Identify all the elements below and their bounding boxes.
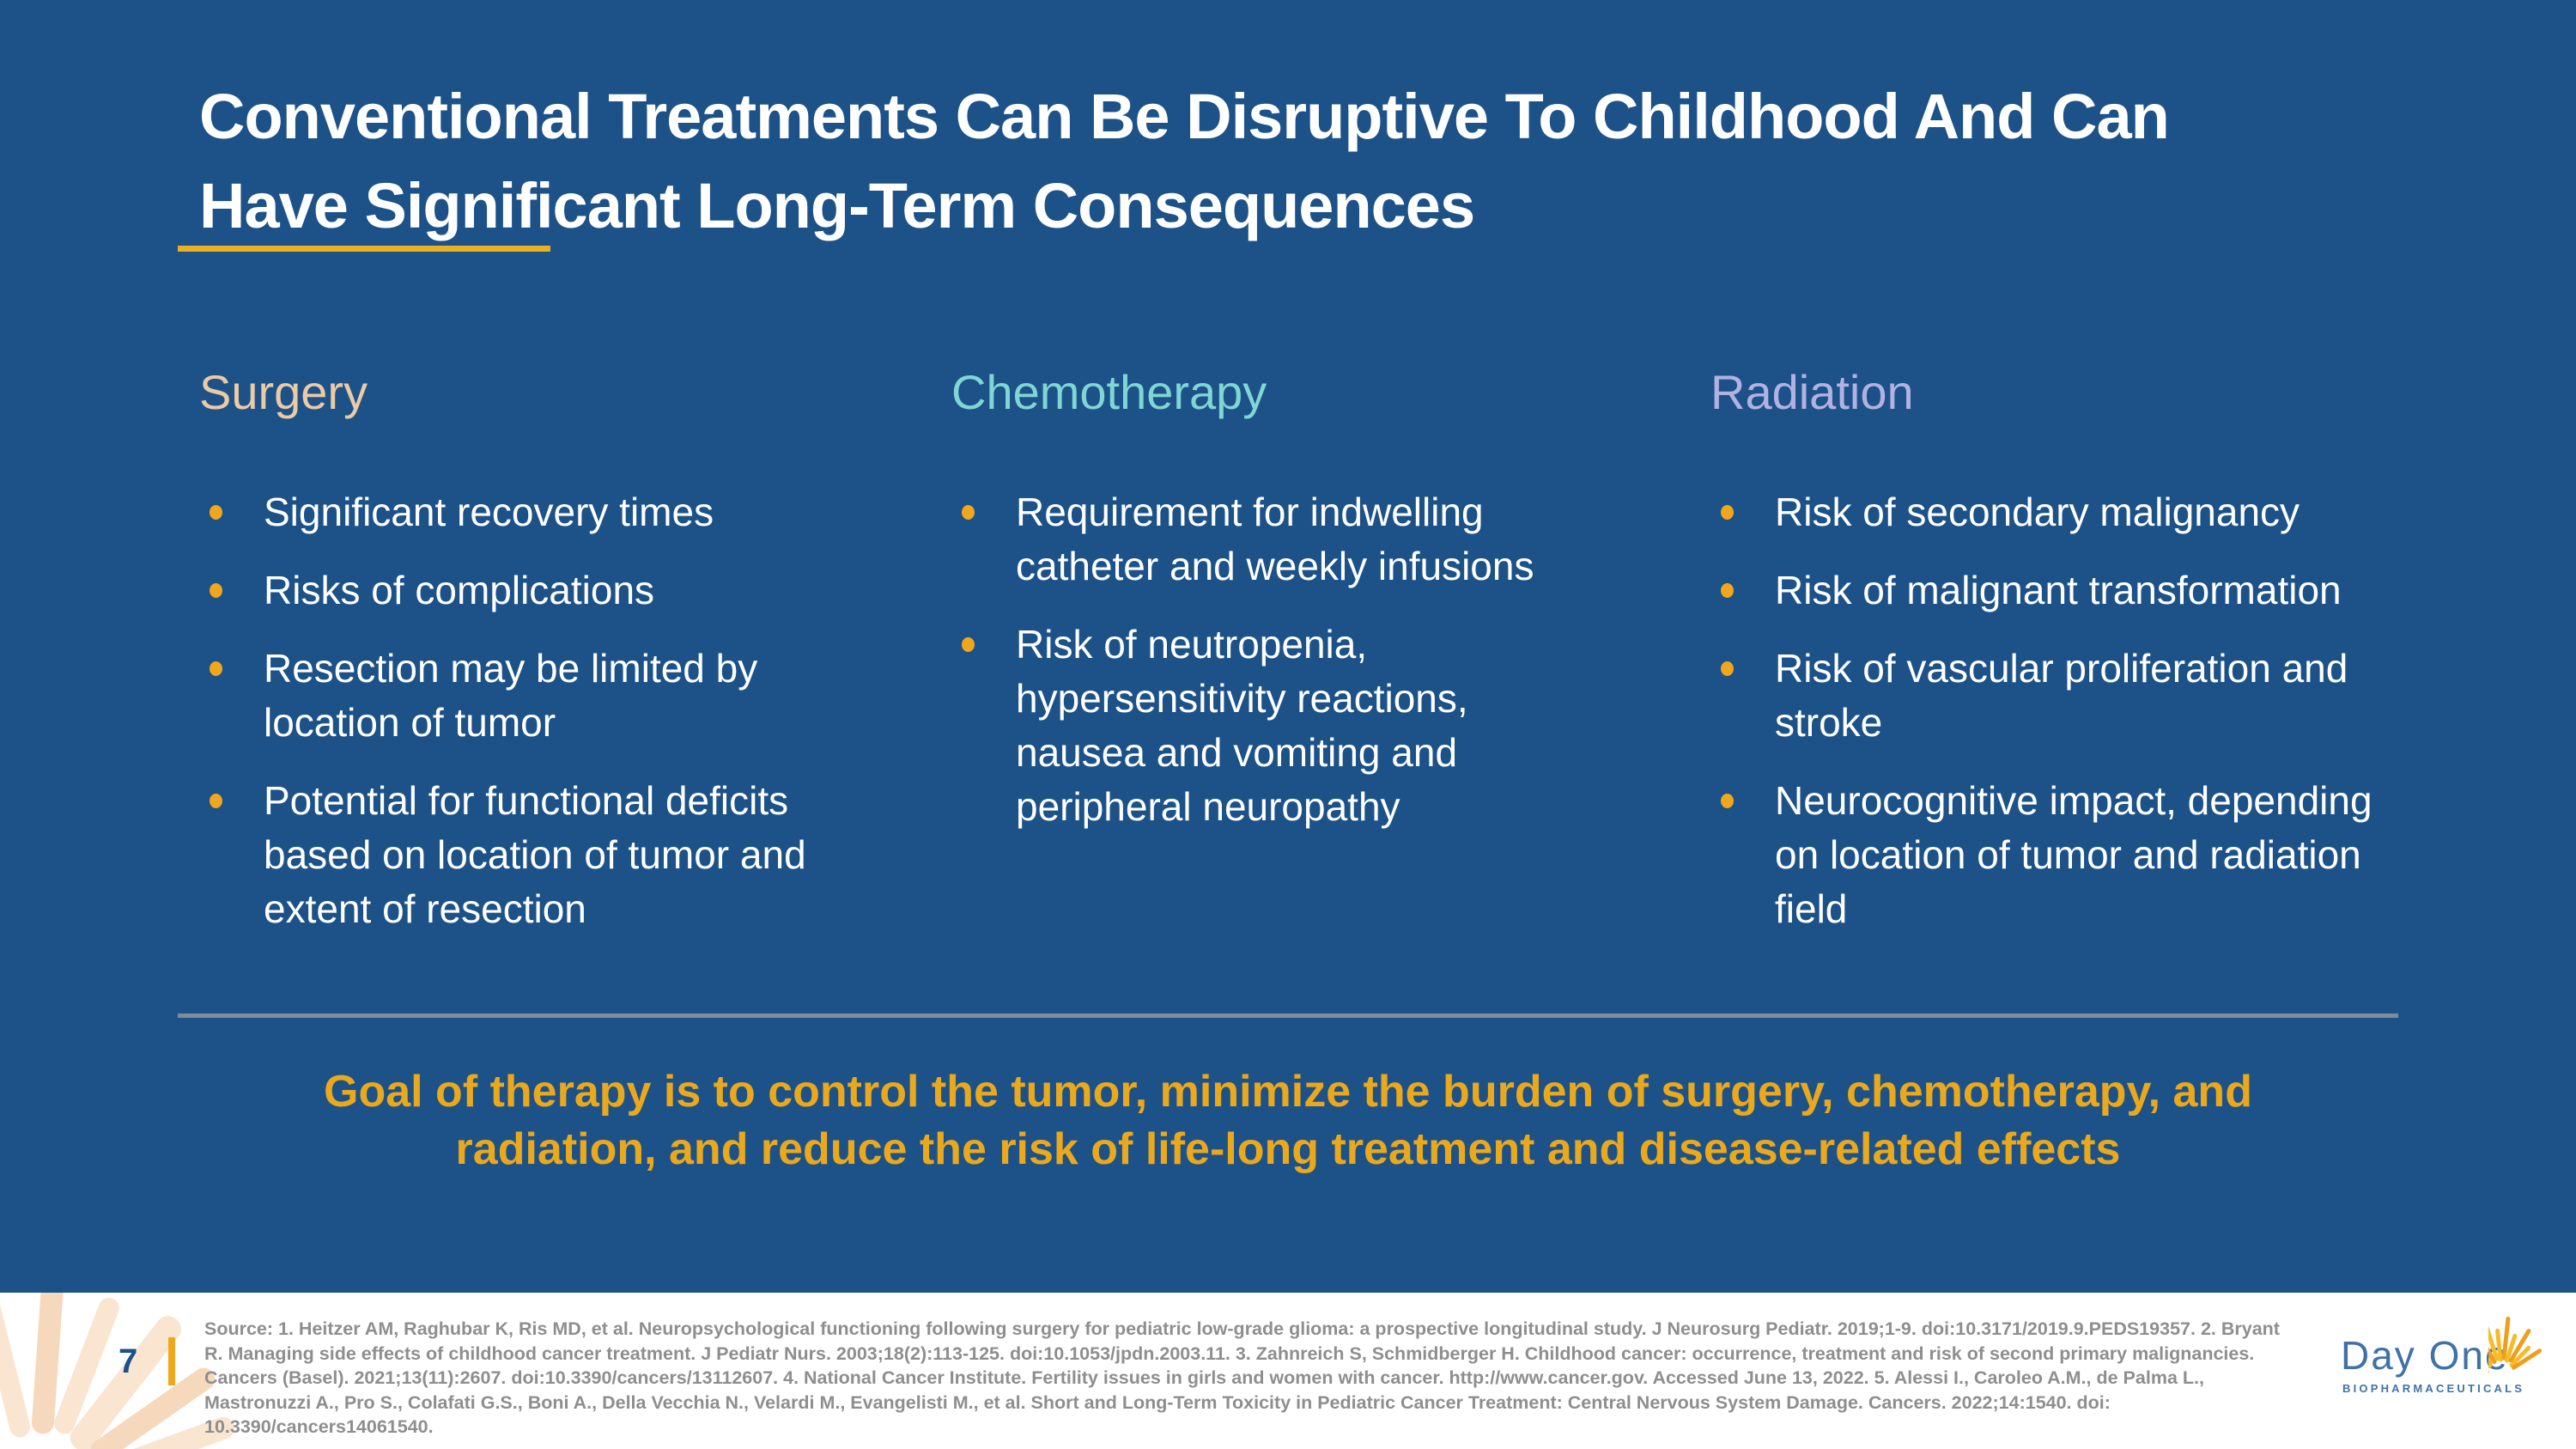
list-item-text: Potential for functional deficits based …: [264, 778, 806, 931]
title-line-2: Have Significant Long-Term Consequences: [199, 170, 1475, 241]
footer: 7 Source: 1. Heitzer AM, Raghubar K, Ris…: [0, 1293, 2576, 1449]
divider-line: [178, 1014, 2398, 1018]
list-item: Risk of malignant transformation: [1710, 563, 2415, 618]
list-item-text: Neurocognitive impact, depending on loca…: [1775, 778, 2372, 931]
list-item: Significant recovery times: [199, 485, 878, 539]
goal-line-2: radiation, and reduce the risk of life-l…: [455, 1124, 2121, 1174]
list-item: Risks of complications: [199, 563, 878, 618]
list-item: Resection may be limited by location of …: [199, 642, 878, 750]
list-item-text: Risk of neutropenia, hypersensitivity re…: [1016, 622, 1468, 829]
bullet-icon: [1721, 583, 1734, 598]
title-underline: [178, 246, 550, 252]
column-heading-radiation: Radiation: [1710, 365, 1914, 419]
list-item-text: Significant recovery times: [264, 490, 714, 534]
list-item: Risk of vascular proliferation and strok…: [1710, 642, 2415, 750]
column-chemotherapy: Chemotherapy Requirement for indwelling …: [951, 364, 1604, 858]
bullet-icon: [210, 794, 222, 808]
bullet-icon: [1721, 505, 1734, 520]
page-number: 7: [118, 1342, 138, 1380]
list-item-text: Risks of complications: [264, 568, 655, 612]
list-item: Potential for functional deficits based …: [199, 774, 878, 936]
title-line-1: Conventional Treatments Can Be Disruptiv…: [199, 81, 2170, 152]
column-radiation: Radiation Risk of secondary malignancy R…: [1710, 364, 2415, 960]
goal-line-1: Goal of therapy is to control the tumor,…: [324, 1067, 2252, 1117]
logo-sunburst-icon: [2488, 1314, 2543, 1374]
bullet-icon: [962, 637, 975, 652]
list-item-text: Requirement for indwelling catheter and …: [1016, 490, 1534, 588]
bullet-icon: [210, 505, 222, 520]
page-number-bar: [168, 1337, 175, 1385]
list-item-text: Risk of vascular proliferation and strok…: [1775, 646, 2348, 745]
bullet-icon: [210, 661, 222, 676]
logo-row: Day One: [2341, 1314, 2555, 1379]
list-item-text: Risk of malignant transformation: [1775, 568, 2342, 612]
page-title: Conventional Treatments Can Be Disruptiv…: [199, 72, 2535, 251]
list-item: Risk of neutropenia, hypersensitivity re…: [951, 618, 1604, 834]
bullet-icon: [962, 505, 975, 520]
goal-statement: Goal of therapy is to control the tumor,…: [86, 1063, 2490, 1178]
bullet-icon: [1721, 661, 1734, 676]
bullet-icon: [210, 583, 222, 598]
list-item-text: Risk of secondary malignancy: [1775, 490, 2300, 534]
surgery-bullet-list: Significant recovery times Risks of comp…: [199, 485, 878, 936]
treatment-columns: Surgery Significant recovery times Risks…: [199, 364, 2449, 965]
day-one-logo: Day One: [2341, 1314, 2555, 1395]
column-heading-surgery: Surgery: [199, 365, 368, 419]
list-item-text: Resection may be limited by location of …: [264, 646, 758, 745]
list-item: Risk of secondary malignancy: [1710, 485, 2415, 539]
sunburst-decoration: [0, 1293, 234, 1449]
list-item: Neurocognitive impact, depending on loca…: [1710, 774, 2415, 936]
radiation-bullet-list: Risk of secondary malignancy Risk of mal…: [1710, 485, 2415, 936]
logo-wordmark: Day One: [2341, 1333, 2509, 1378]
column-heading-chemotherapy: Chemotherapy: [951, 365, 1267, 419]
list-item: Requirement for indwelling catheter and …: [951, 485, 1604, 594]
source-citation: Source: 1. Heitzer AM, Raghubar K, Ris M…: [204, 1318, 2280, 1437]
chemotherapy-bullet-list: Requirement for indwelling catheter and …: [951, 485, 1604, 834]
logo-subtitle: BIOPHARMACEUTICALS: [2342, 1382, 2525, 1395]
column-surgery: Surgery Significant recovery times Risks…: [199, 364, 878, 960]
bullet-icon: [1721, 794, 1734, 808]
